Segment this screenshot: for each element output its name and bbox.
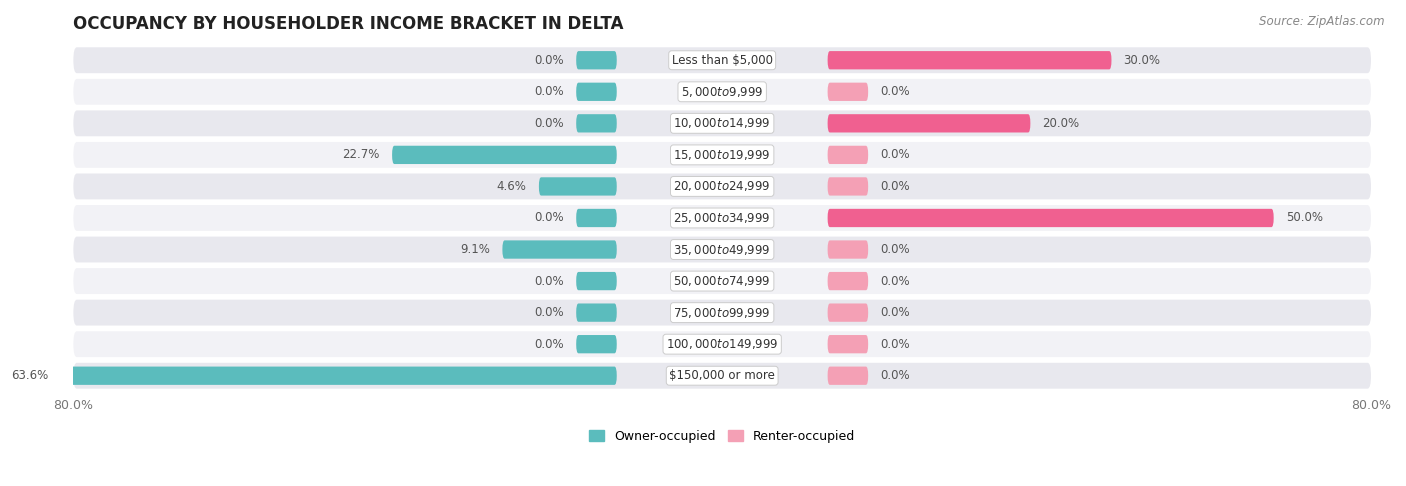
Text: 22.7%: 22.7% [343,148,380,161]
FancyBboxPatch shape [73,110,1371,136]
Text: $10,000 to $14,999: $10,000 to $14,999 [673,116,770,130]
FancyBboxPatch shape [828,366,868,385]
FancyBboxPatch shape [538,177,617,195]
Text: OCCUPANCY BY HOUSEHOLDER INCOME BRACKET IN DELTA: OCCUPANCY BY HOUSEHOLDER INCOME BRACKET … [73,15,624,33]
Text: 0.0%: 0.0% [534,54,564,67]
FancyBboxPatch shape [828,83,868,101]
FancyBboxPatch shape [828,177,868,195]
FancyBboxPatch shape [73,174,1371,199]
Legend: Owner-occupied, Renter-occupied: Owner-occupied, Renter-occupied [589,430,855,443]
FancyBboxPatch shape [576,51,617,69]
FancyBboxPatch shape [828,146,868,164]
FancyBboxPatch shape [828,51,1112,69]
FancyBboxPatch shape [828,335,868,353]
Text: 0.0%: 0.0% [534,211,564,225]
Text: 20.0%: 20.0% [1042,117,1080,130]
Text: $5,000 to $9,999: $5,000 to $9,999 [681,85,763,99]
Text: 50.0%: 50.0% [1286,211,1323,225]
Text: 0.0%: 0.0% [880,243,910,256]
FancyBboxPatch shape [828,209,1274,227]
Text: 0.0%: 0.0% [880,275,910,288]
Text: 0.0%: 0.0% [534,275,564,288]
FancyBboxPatch shape [576,114,617,133]
FancyBboxPatch shape [828,272,868,290]
Text: $50,000 to $74,999: $50,000 to $74,999 [673,274,770,288]
FancyBboxPatch shape [576,335,617,353]
Text: 0.0%: 0.0% [534,85,564,98]
Text: $25,000 to $34,999: $25,000 to $34,999 [673,211,770,225]
Text: 0.0%: 0.0% [534,306,564,319]
Text: $100,000 to $149,999: $100,000 to $149,999 [666,337,779,351]
Text: 0.0%: 0.0% [880,338,910,351]
Text: 63.6%: 63.6% [11,369,48,382]
Text: $20,000 to $24,999: $20,000 to $24,999 [673,179,770,193]
FancyBboxPatch shape [576,83,617,101]
FancyBboxPatch shape [828,241,868,259]
FancyBboxPatch shape [392,146,617,164]
FancyBboxPatch shape [73,142,1371,168]
FancyBboxPatch shape [502,241,617,259]
FancyBboxPatch shape [60,366,617,385]
FancyBboxPatch shape [828,303,868,322]
Text: 0.0%: 0.0% [880,369,910,382]
FancyBboxPatch shape [576,272,617,290]
FancyBboxPatch shape [73,363,1371,389]
FancyBboxPatch shape [73,47,1371,73]
FancyBboxPatch shape [576,303,617,322]
FancyBboxPatch shape [73,268,1371,294]
Text: 0.0%: 0.0% [534,338,564,351]
Text: $75,000 to $99,999: $75,000 to $99,999 [673,306,770,320]
Text: 0.0%: 0.0% [880,148,910,161]
Text: 9.1%: 9.1% [460,243,491,256]
FancyBboxPatch shape [73,331,1371,357]
Text: $15,000 to $19,999: $15,000 to $19,999 [673,148,770,162]
Text: 0.0%: 0.0% [880,306,910,319]
Text: $150,000 or more: $150,000 or more [669,369,775,382]
FancyBboxPatch shape [73,237,1371,262]
Text: 0.0%: 0.0% [880,85,910,98]
Text: 0.0%: 0.0% [880,180,910,193]
FancyBboxPatch shape [73,300,1371,326]
Text: Less than $5,000: Less than $5,000 [672,54,773,67]
Text: 0.0%: 0.0% [534,117,564,130]
FancyBboxPatch shape [576,209,617,227]
FancyBboxPatch shape [828,114,1031,133]
FancyBboxPatch shape [73,79,1371,104]
Text: $35,000 to $49,999: $35,000 to $49,999 [673,243,770,257]
Text: 30.0%: 30.0% [1123,54,1160,67]
Text: Source: ZipAtlas.com: Source: ZipAtlas.com [1260,15,1385,28]
FancyBboxPatch shape [73,205,1371,231]
Text: 4.6%: 4.6% [496,180,527,193]
